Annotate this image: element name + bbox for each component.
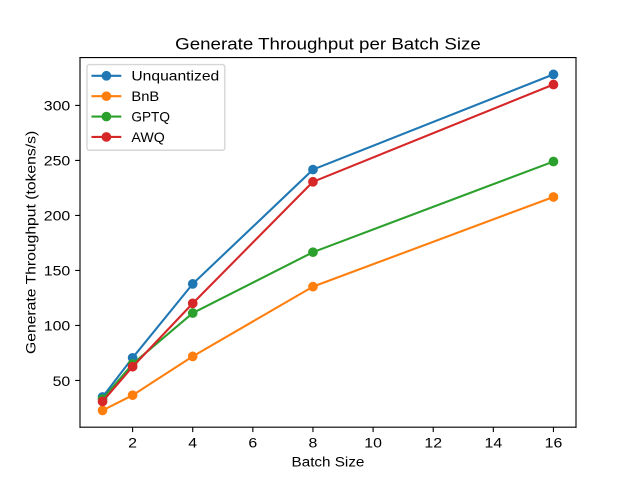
svg-text:BnB: BnB bbox=[131, 88, 159, 104]
svg-text:10: 10 bbox=[364, 434, 382, 450]
svg-text:Generate Throughput (tokens/s): Generate Throughput (tokens/s) bbox=[22, 131, 38, 354]
svg-text:300: 300 bbox=[44, 98, 71, 114]
svg-text:200: 200 bbox=[44, 208, 71, 224]
svg-text:GPTQ: GPTQ bbox=[131, 108, 170, 124]
svg-text:Unquantized: Unquantized bbox=[131, 68, 219, 84]
svg-text:6: 6 bbox=[248, 434, 257, 450]
svg-text:12: 12 bbox=[424, 434, 442, 450]
svg-text:50: 50 bbox=[53, 373, 71, 389]
svg-text:16: 16 bbox=[545, 434, 563, 450]
svg-text:8: 8 bbox=[309, 434, 318, 450]
svg-text:4: 4 bbox=[188, 434, 197, 450]
svg-text:100: 100 bbox=[44, 318, 71, 334]
svg-text:Batch Size: Batch Size bbox=[292, 453, 365, 469]
svg-text:14: 14 bbox=[484, 434, 502, 450]
svg-text:250: 250 bbox=[44, 153, 71, 169]
svg-text:Generate Throughput per Batch: Generate Throughput per Batch Size bbox=[175, 34, 481, 53]
svg-text:AWQ: AWQ bbox=[131, 129, 165, 145]
svg-text:2: 2 bbox=[128, 434, 137, 450]
svg-text:150: 150 bbox=[44, 263, 71, 279]
